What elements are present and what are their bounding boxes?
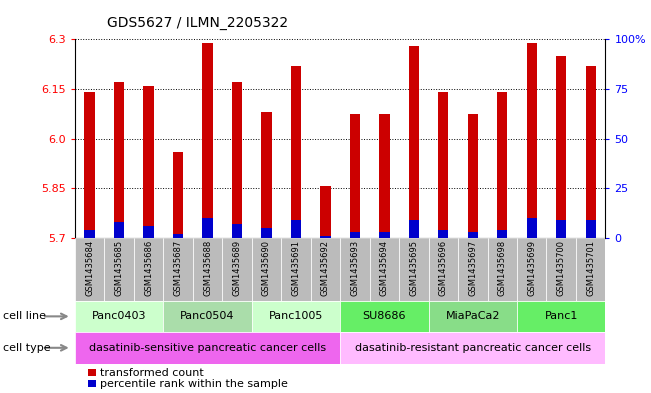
Text: cell type: cell type <box>3 343 51 353</box>
Text: Panc1: Panc1 <box>544 311 578 321</box>
Bar <box>104 238 134 301</box>
Text: Panc0504: Panc0504 <box>180 311 235 321</box>
Text: MiaPaCa2: MiaPaCa2 <box>445 311 500 321</box>
Bar <box>527 42 537 238</box>
Text: dasatinib-resistant pancreatic cancer cells: dasatinib-resistant pancreatic cancer ce… <box>355 343 591 353</box>
Text: GSM1435699: GSM1435699 <box>527 240 536 296</box>
Text: GSM1435685: GSM1435685 <box>115 240 124 296</box>
Bar <box>252 301 340 332</box>
Bar <box>585 66 596 238</box>
Bar <box>291 66 301 238</box>
Bar <box>134 238 163 301</box>
Bar <box>163 238 193 301</box>
Bar <box>114 82 124 238</box>
Text: GSM1435697: GSM1435697 <box>468 240 477 296</box>
Text: Panc0403: Panc0403 <box>92 311 146 321</box>
Text: GSM1435687: GSM1435687 <box>174 240 182 296</box>
Bar <box>399 238 428 301</box>
Bar <box>438 92 449 238</box>
Bar <box>261 228 271 238</box>
Text: GSM1435692: GSM1435692 <box>321 240 330 296</box>
Bar <box>497 230 507 238</box>
Bar <box>428 238 458 301</box>
Text: GSM1435688: GSM1435688 <box>203 240 212 296</box>
Text: GSM1435694: GSM1435694 <box>380 240 389 296</box>
Text: GSM1435693: GSM1435693 <box>350 240 359 296</box>
Bar <box>576 238 605 301</box>
Bar <box>252 238 281 301</box>
Text: cell line: cell line <box>3 311 46 321</box>
Bar <box>467 232 478 238</box>
Bar <box>350 232 360 238</box>
Bar <box>232 224 242 238</box>
Bar <box>291 220 301 238</box>
Text: GSM1435696: GSM1435696 <box>439 240 448 296</box>
Bar <box>497 92 507 238</box>
Bar <box>143 226 154 238</box>
Bar <box>173 234 183 238</box>
Text: GSM1435689: GSM1435689 <box>232 240 242 296</box>
Bar <box>409 220 419 238</box>
Bar <box>527 218 537 238</box>
Bar <box>75 301 163 332</box>
Text: GSM1435686: GSM1435686 <box>144 240 153 296</box>
Text: GSM1435684: GSM1435684 <box>85 240 94 296</box>
Bar <box>488 238 517 301</box>
Bar <box>222 238 252 301</box>
Bar <box>163 301 252 332</box>
Bar <box>546 238 576 301</box>
Bar <box>585 220 596 238</box>
Bar <box>232 82 242 238</box>
Text: GSM1435698: GSM1435698 <box>498 240 506 296</box>
Bar <box>340 332 605 364</box>
Bar <box>556 220 566 238</box>
Text: percentile rank within the sample: percentile rank within the sample <box>100 378 288 389</box>
Bar <box>350 114 360 238</box>
Bar <box>458 238 488 301</box>
Bar <box>320 187 331 238</box>
Bar <box>340 238 370 301</box>
Bar <box>202 42 213 238</box>
Bar <box>409 46 419 238</box>
Text: Panc1005: Panc1005 <box>269 311 323 321</box>
Text: GSM1435695: GSM1435695 <box>409 240 419 296</box>
Bar <box>379 232 389 238</box>
Text: SU8686: SU8686 <box>363 311 406 321</box>
Bar <box>438 230 449 238</box>
Bar <box>202 218 213 238</box>
Text: transformed count: transformed count <box>100 367 203 378</box>
Text: GDS5627 / ILMN_2205322: GDS5627 / ILMN_2205322 <box>107 16 288 30</box>
Bar <box>556 56 566 238</box>
Text: dasatinib-sensitive pancreatic cancer cells: dasatinib-sensitive pancreatic cancer ce… <box>89 343 326 353</box>
Text: GSM1435691: GSM1435691 <box>292 240 300 296</box>
Bar <box>428 301 517 332</box>
Bar <box>173 152 183 238</box>
Bar <box>114 222 124 238</box>
Text: GSM1435701: GSM1435701 <box>586 240 595 296</box>
Bar <box>261 112 271 238</box>
Bar <box>281 238 311 301</box>
Bar <box>379 114 389 238</box>
Bar <box>340 301 428 332</box>
Bar <box>143 86 154 238</box>
Text: GSM1435700: GSM1435700 <box>557 240 566 296</box>
Bar <box>75 332 340 364</box>
Bar <box>85 92 95 238</box>
Text: GSM1435690: GSM1435690 <box>262 240 271 296</box>
Bar <box>193 238 222 301</box>
Bar <box>517 301 605 332</box>
Bar <box>467 114 478 238</box>
Bar <box>75 238 104 301</box>
Bar <box>320 236 331 238</box>
Bar <box>370 238 399 301</box>
Bar <box>517 238 546 301</box>
Bar <box>311 238 340 301</box>
Bar <box>85 230 95 238</box>
